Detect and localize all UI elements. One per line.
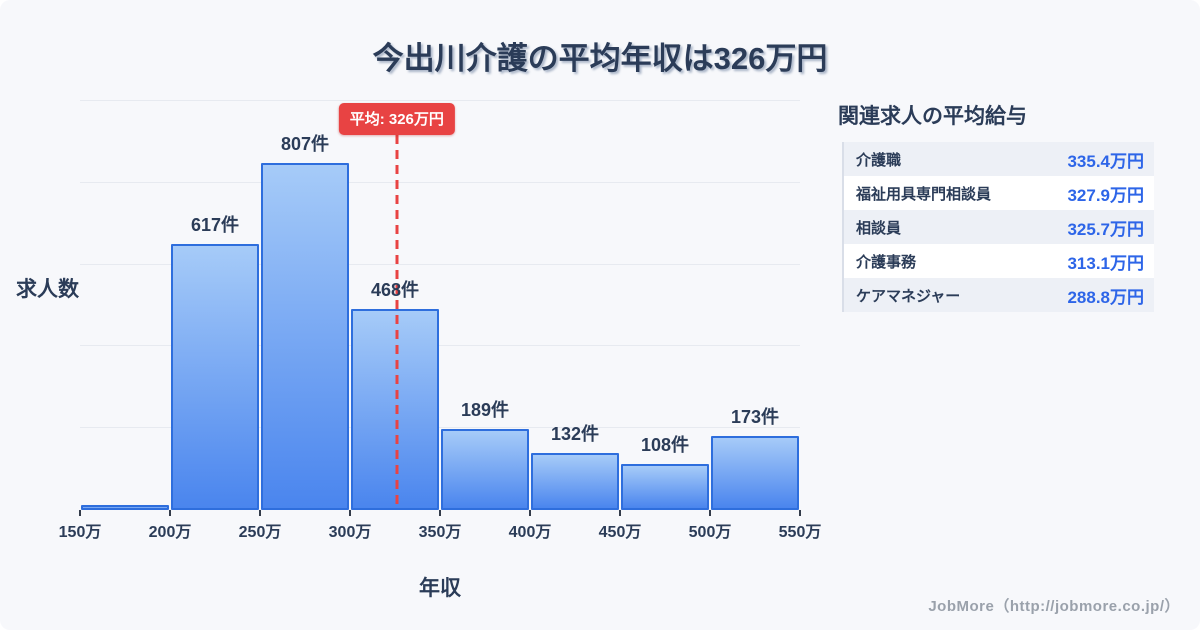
x-axis-tick-label: 500万 xyxy=(688,524,732,541)
y-axis-label: 求人数 xyxy=(16,278,79,301)
bar-value-label: 617件 xyxy=(190,215,240,235)
x-axis-tick xyxy=(619,510,621,516)
salary-row-label: 相談員 xyxy=(856,219,902,237)
x-axis-tick xyxy=(169,510,171,516)
related-salary-list: 介護職 335.4万円福祉用具専門相談員 327.9万円相談員 325.7万円介護事務… xyxy=(842,142,1154,312)
x-axis-tick-label: 350万 xyxy=(418,524,462,541)
x-axis-tick-label: 300万 xyxy=(328,524,372,541)
bar-value-label: 189件 xyxy=(460,400,510,420)
x-axis-tick xyxy=(439,510,441,516)
histogram-plot: 平均: 326万円 617件 807件 468件 189件 132件 108件 173件 15… xyxy=(59,100,821,541)
average-badge: 平均: 326万円 xyxy=(338,103,455,135)
panel-title: 関連求人の平均給与 xyxy=(838,105,1027,128)
histogram-bar xyxy=(81,505,169,510)
grid-line xyxy=(80,181,800,183)
histogram-bar xyxy=(261,163,349,510)
x-axis-tick xyxy=(259,510,261,516)
salary-row: 相談員 325.7万円 xyxy=(844,210,1154,244)
footer-credit: JobMore（http://jobmore.co.jp/） xyxy=(928,598,1180,615)
x-axis-tick-label: 150万 xyxy=(58,524,102,541)
bar-value-label: 173件 xyxy=(730,407,780,427)
salary-row-label: ケアマネジャー xyxy=(856,287,961,305)
bar-value-label: 108件 xyxy=(640,435,690,455)
salary-row-value: 288.8万円 xyxy=(1067,287,1144,307)
salary-row: 介護職 335.4万円 xyxy=(844,142,1154,176)
bar-value-label: 807件 xyxy=(280,134,330,154)
x-axis-tick xyxy=(349,510,351,516)
histogram-bar xyxy=(531,453,619,510)
page-title: 今出川介護の平均年収は326万円 xyxy=(372,41,828,76)
salary-row-label: 介護職 xyxy=(856,151,902,169)
histogram-bar xyxy=(351,309,439,510)
salary-row: 介護事務 313.1万円 xyxy=(844,244,1154,278)
x-axis-tick xyxy=(79,510,81,516)
histogram-bar xyxy=(171,244,259,510)
x-axis-tick xyxy=(799,510,801,516)
x-axis-tick-label: 400万 xyxy=(508,524,552,541)
x-axis-label: 年収 xyxy=(419,577,461,600)
salary-row-value: 325.7万円 xyxy=(1067,219,1144,239)
x-axis-tick xyxy=(709,510,711,516)
histogram-bar xyxy=(441,429,529,510)
x-axis-tick-label: 250万 xyxy=(238,524,282,541)
grid-line xyxy=(80,263,800,265)
histogram-bar xyxy=(711,436,799,510)
grid-line xyxy=(80,427,800,429)
x-axis-tick-label: 200万 xyxy=(148,524,192,541)
grid-line xyxy=(80,345,800,347)
salary-row-label: 介護事務 xyxy=(856,253,917,271)
salary-row: ケアマネジャー 288.8万円 xyxy=(844,278,1154,312)
histogram-bar xyxy=(621,464,709,510)
x-axis-tick-label: 550万 xyxy=(778,524,822,541)
salary-row-label: 福祉用具専門相談員 xyxy=(856,185,992,203)
grid-line xyxy=(80,100,800,101)
salary-row-value: 313.1万円 xyxy=(1067,253,1144,273)
x-axis-tick-label: 450万 xyxy=(598,524,642,541)
average-line xyxy=(395,135,399,510)
bar-value-label: 132件 xyxy=(550,424,600,444)
salary-row: 福祉用具専門相談員 327.9万円 xyxy=(844,176,1154,210)
salary-row-value: 335.4万円 xyxy=(1067,151,1144,171)
bar-value-label: 468件 xyxy=(370,280,420,300)
x-axis-tick xyxy=(529,510,531,516)
salary-row-value: 327.9万円 xyxy=(1067,185,1144,205)
